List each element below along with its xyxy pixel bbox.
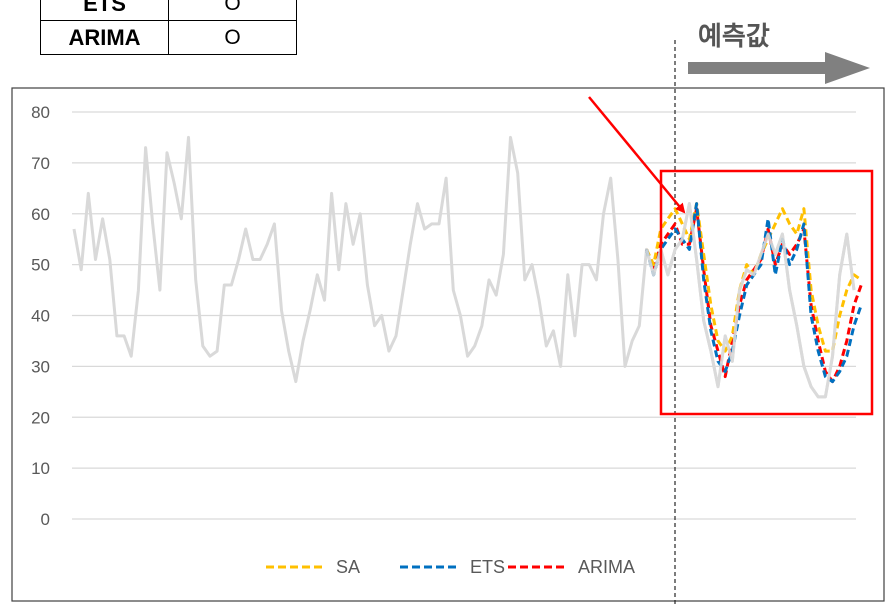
y-tick-label: 50	[31, 256, 50, 275]
y-tick-label: 40	[31, 307, 50, 326]
y-tick-label: 80	[31, 103, 50, 122]
model-name: ARIMA	[40, 20, 169, 55]
forecast-direction-arrow	[688, 52, 870, 84]
y-tick-label: 10	[31, 459, 50, 478]
y-tick-label: 20	[31, 408, 50, 427]
highlight-pointer-arrow	[588, 96, 686, 214]
legend-label-arima: ARIMA	[578, 557, 635, 577]
forecast-label: 예측값	[698, 22, 770, 52]
y-tick-label: 0	[41, 510, 50, 529]
model-table: ETS O ARIMA O	[40, 0, 297, 55]
model-mark: O	[168, 20, 297, 55]
chart-frame	[11, 87, 885, 602]
table-row: ETS O	[40, 0, 297, 21]
y-tick-label: 70	[31, 154, 50, 173]
forecast-highlight-box	[659, 169, 874, 416]
legend-label-sa: SA	[336, 557, 360, 577]
y-tick-label: 60	[31, 205, 50, 224]
actual-overlay-line	[645, 202, 856, 399]
y-tick-label: 30	[31, 357, 50, 376]
legend-label-ets: ETS	[470, 557, 505, 577]
table-row: ARIMA O	[40, 20, 297, 55]
